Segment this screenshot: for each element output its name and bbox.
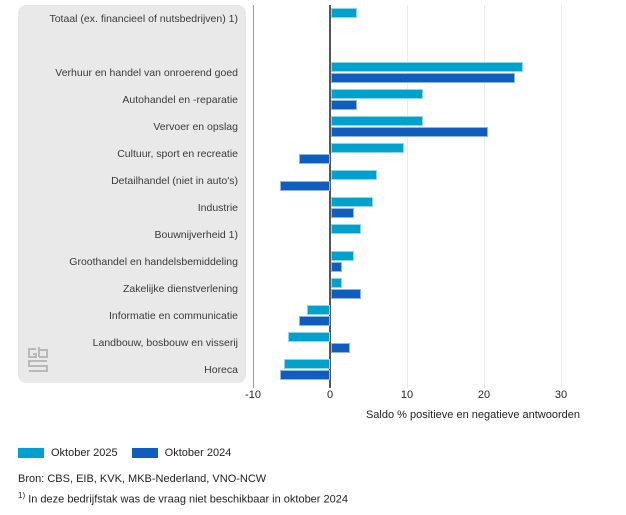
category-label: Detailhandel (niet in auto's) [111,174,238,187]
category-label: Groothandel en handelsbemiddeling [69,255,238,268]
x-tick-label: 0 [326,389,334,401]
x-tick-label: 30 [554,389,568,401]
category-label: Autohandel en -reparatie [122,93,238,106]
x-tick-label: -10 [245,389,261,401]
bar-oktober-2024[interactable] [330,208,354,218]
bar-oktober-2025[interactable] [330,170,377,180]
bar-oktober-2025[interactable] [330,197,373,207]
gridline [406,5,408,388]
footnote-text: In deze bedrijfstak was de vraag niet be… [28,493,348,506]
bar-oktober-2025[interactable] [306,305,330,315]
bar-oktober-2025[interactable] [283,359,330,369]
bar-oktober-2025[interactable] [330,251,354,261]
gridline [483,5,485,388]
legend-swatch [18,448,44,458]
category-label: Zakelijke dienstverlening [123,282,238,295]
zero-line [329,5,331,388]
x-axis-title: Saldo % positieve en negatieve antwoorde… [365,409,580,421]
category-label: Cultuur, sport en recreatie [117,147,238,160]
legend-item-oktober-2024[interactable]: Oktober 2024 [131,447,232,459]
bar-oktober-2024[interactable] [330,289,362,299]
footnote-marker: 1) [18,491,26,500]
legend-label: Oktober 2025 [51,447,118,459]
gridline [252,5,254,388]
x-tick-label: 20 [477,389,491,401]
bar-oktober-2024[interactable] [330,262,343,272]
category-label: Industrie [197,201,238,214]
category-label: Landbouw, bosbouw en visserij [92,336,238,349]
footnote: 1) In deze bedrijfstak was de vraag niet… [18,491,348,506]
bar-oktober-2024[interactable] [299,154,330,164]
bar-oktober-2025[interactable] [287,332,330,342]
bar-oktober-2025[interactable] [330,8,358,18]
bar-oktober-2024[interactable] [279,370,330,380]
category-label: Bouwnijverheid 1) [154,228,238,241]
bar-oktober-2024[interactable] [279,181,330,191]
bar-oktober-2025[interactable] [330,62,523,72]
category-label: Totaal (ex. financieel of nutsbedrijven)… [49,12,238,25]
category-label: Informatie en communicatie [109,309,238,322]
bar-oktober-2024[interactable] [330,127,489,137]
category-label: Horeca [204,363,238,376]
category-panel: Totaal (ex. financieel of nutsbedrijven)… [18,5,246,383]
legend-swatch [131,448,158,458]
bar-oktober-2025[interactable] [330,278,343,288]
legend-item-oktober-2025[interactable]: Oktober 2025 [18,447,118,459]
bar-oktober-2025[interactable] [330,224,362,234]
source-text: Bron: CBS, EIB, KVK, MKB-Nederland, VNO-… [18,473,267,485]
bar-oktober-2024[interactable] [330,343,350,353]
category-label: Verhuur en handel van onroerend goed [55,66,238,79]
bar-oktober-2024[interactable] [299,316,330,326]
bar-oktober-2024[interactable] [330,100,358,110]
bar-oktober-2025[interactable] [330,143,404,153]
bar-oktober-2025[interactable] [330,116,423,126]
category-label: Vervoer en opslag [153,120,238,133]
legend-label: Oktober 2024 [164,447,232,459]
legend: Oktober 2025 Oktober 2024 [18,447,231,459]
x-tick-label: 10 [400,389,414,401]
gridline [560,5,562,388]
cbs-logo [28,347,48,372]
bar-oktober-2024[interactable] [330,73,516,83]
bar-oktober-2025[interactable] [330,89,423,99]
